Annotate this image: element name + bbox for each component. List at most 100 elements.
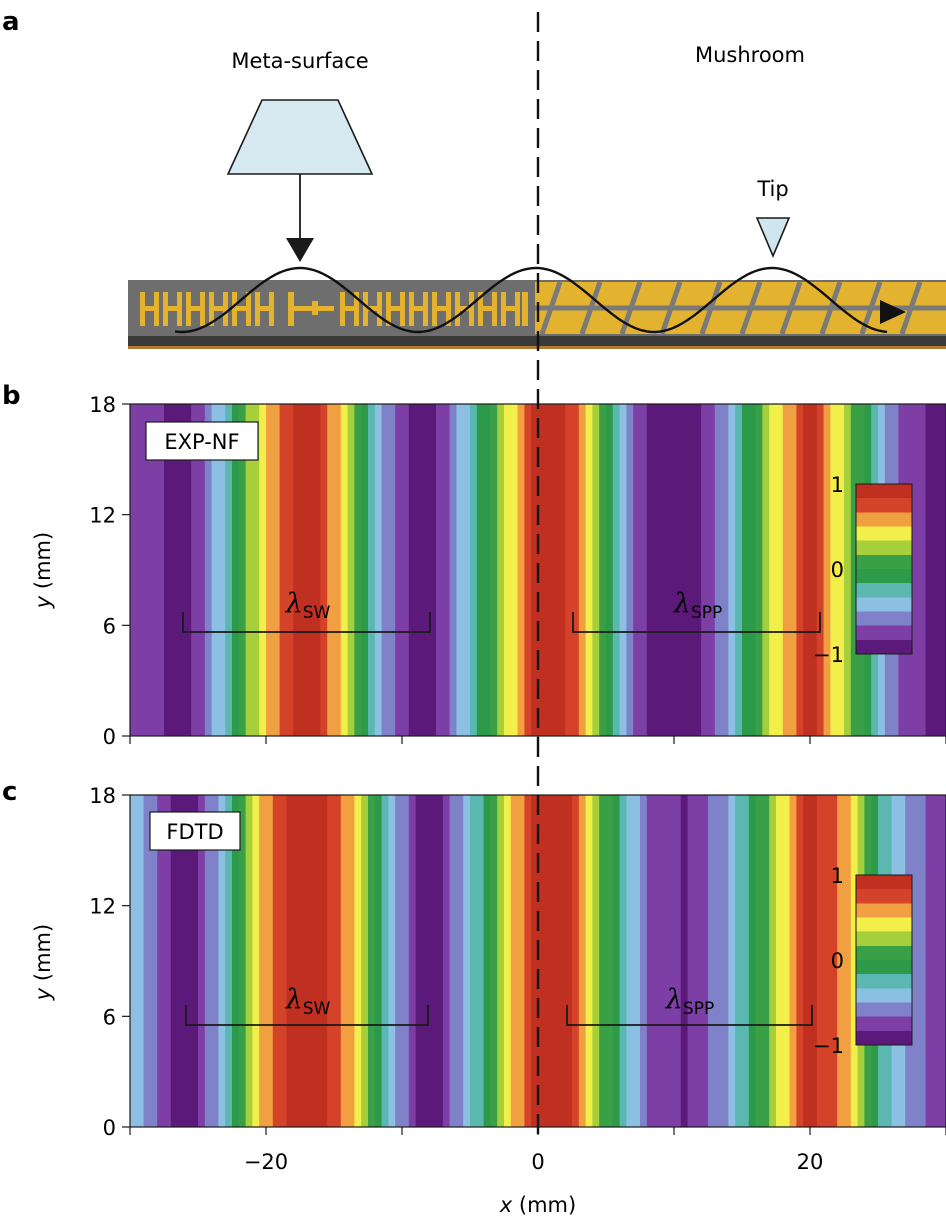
y-tick-label: 18 xyxy=(89,393,116,417)
heatmap-cell xyxy=(701,795,709,1127)
heatmap-cell xyxy=(803,404,811,736)
heatmap-cell xyxy=(490,404,498,736)
meta-cell xyxy=(363,292,382,326)
colorbar-tick-mid-b: 0 xyxy=(831,558,844,582)
heatmap-cell xyxy=(184,795,192,1127)
heatmap-cell xyxy=(742,404,750,736)
heatmap-cell xyxy=(939,404,946,736)
lambda-spp-bracket-b xyxy=(572,612,821,633)
heatmap-cell xyxy=(925,404,933,736)
meta-cell-end xyxy=(522,292,528,326)
heatmap-cell xyxy=(490,795,498,1127)
meta-cell xyxy=(455,292,474,326)
heatmap-cell xyxy=(748,795,757,1127)
heatmap-cell xyxy=(402,404,410,736)
heatmap-cell xyxy=(198,795,206,1127)
heatmap-cell xyxy=(436,795,444,1127)
heatmap-cell xyxy=(531,795,539,1127)
heatmap-cell xyxy=(612,795,621,1127)
heatmap-cell xyxy=(368,795,376,1127)
data-tag-box-b xyxy=(145,421,259,461)
y-tick-label: 12 xyxy=(89,895,116,919)
colorbar-tick-min-b: −1 xyxy=(813,643,844,667)
lambda-sw-bracket-b xyxy=(182,612,431,633)
heatmap-cell xyxy=(708,795,716,1127)
x-tick-label: 0 xyxy=(531,1150,544,1174)
y-tick-label: 0 xyxy=(103,725,116,749)
heatmap-cell xyxy=(687,404,695,736)
heatmap-cell xyxy=(612,404,621,736)
heatmap-cell xyxy=(538,795,546,1127)
heatmap-cell xyxy=(259,404,267,736)
heatmap-cell xyxy=(796,404,804,736)
panel-b: b 0 6 12 18 y (mm) EXP-NF λSW λSPP 1 0 −1 xyxy=(2,381,946,749)
meta-cell xyxy=(186,292,205,326)
heatmap-cell xyxy=(810,795,818,1127)
heatmap-cell xyxy=(497,795,505,1127)
heatmap-cell xyxy=(449,795,457,1127)
heatmap-cell xyxy=(606,795,614,1127)
y-axis-label-b: y (mm) xyxy=(31,532,55,609)
heatmap-cell xyxy=(198,404,206,736)
heatmap-cell xyxy=(252,795,260,1127)
heatmap-cell xyxy=(347,795,355,1127)
heatmap-cell xyxy=(300,795,308,1127)
heatmap-cell xyxy=(714,795,723,1127)
heatmap-cell xyxy=(211,795,219,1127)
data-tag-b: EXP-NF xyxy=(164,430,239,454)
colorbar-tick-max-b: 1 xyxy=(831,473,844,497)
heatmap-cell xyxy=(844,404,852,736)
heatmap-cell xyxy=(293,795,301,1127)
heatmap-cell xyxy=(334,404,342,736)
x-axis-label-c: x (mm) xyxy=(499,1193,576,1217)
heatmap-cell xyxy=(279,404,287,736)
heatmap-cell xyxy=(510,404,519,736)
heatmap-cell xyxy=(932,404,940,736)
heatmap-cell xyxy=(497,404,505,736)
heatmap-cell xyxy=(742,795,750,1127)
heatmap-cell xyxy=(259,795,267,1127)
heatmap-cell xyxy=(640,404,648,736)
heatmap-cell xyxy=(504,795,512,1127)
heatmap-cell xyxy=(300,404,308,736)
heatmap-cell xyxy=(599,404,607,736)
heatmap-cell xyxy=(789,404,797,736)
heatmap-cell xyxy=(293,404,301,736)
heatmap-cell xyxy=(415,795,423,1127)
panel-c: c 0 6 12 18 y (mm) FDTD λSW λSPP 1 0 −1 −20… xyxy=(2,777,946,1217)
y-tick-label: 6 xyxy=(103,614,116,638)
lambda-sw-label-c: λSW xyxy=(285,984,331,1019)
heatmap-cell xyxy=(442,795,451,1127)
heatmap-cell xyxy=(633,795,641,1127)
heatmap-cell xyxy=(272,404,281,736)
meta-cell xyxy=(501,292,520,326)
heatmap-cell xyxy=(177,795,185,1127)
heatmap-cell xyxy=(769,404,777,736)
heatmap-cell xyxy=(164,795,172,1127)
heatmap-cell xyxy=(694,795,702,1127)
heatmap-cell xyxy=(816,404,825,736)
heatmap-cell xyxy=(565,795,573,1127)
heatmap-cell xyxy=(143,795,151,1127)
heatmap-cell xyxy=(279,795,287,1127)
heatmap-cell xyxy=(796,795,804,1127)
heatmap-cell xyxy=(164,404,172,736)
heatmap-cell xyxy=(837,404,845,736)
heatmap-cell xyxy=(830,404,838,736)
heatmap-cell xyxy=(429,404,437,736)
heatmap-cell xyxy=(585,795,593,1127)
heatmap-cell xyxy=(680,404,689,736)
heatmap-cell xyxy=(748,404,757,736)
heatmap-cell xyxy=(701,404,709,736)
heatmap-cell xyxy=(204,404,213,736)
heatmap-cell xyxy=(327,404,335,736)
heatmap-cell xyxy=(918,795,927,1127)
heatmap-cell xyxy=(585,404,593,736)
heatmap-cell xyxy=(170,795,179,1127)
heatmap-cell xyxy=(538,404,546,736)
x-tick-label: 20 xyxy=(797,1150,824,1174)
heatmap-cell xyxy=(422,404,430,736)
meta-cell xyxy=(255,292,274,326)
heatmap-cell xyxy=(334,795,342,1127)
